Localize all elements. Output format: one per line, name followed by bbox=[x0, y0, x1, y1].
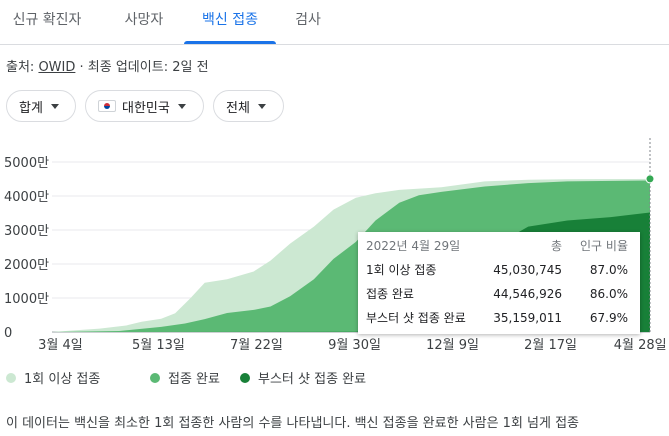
tooltip-col-total: 총 bbox=[550, 239, 562, 253]
legend-item[interactable]: 1회 이상 접종 bbox=[6, 368, 100, 387]
legend-dot-icon bbox=[150, 372, 160, 383]
tooltip-row-total: 45,030,745 bbox=[493, 263, 562, 277]
tab-tests[interactable]: 검사 bbox=[295, 12, 321, 28]
source-prefix: 출처: bbox=[6, 60, 35, 75]
tab-deaths[interactable]: 사망자 bbox=[124, 12, 164, 28]
aggregate-value: 합계 bbox=[19, 100, 43, 116]
legend-label: 1회 이상 접종 bbox=[24, 372, 101, 387]
caret-down-icon bbox=[50, 103, 59, 109]
tooltip-row-name: 부스터 샷 접종 완료 bbox=[366, 311, 466, 325]
country-value: 대한민국 bbox=[122, 100, 170, 116]
source-line: 출처: OWID · 최종 업데이트: 2일 전 bbox=[6, 56, 209, 75]
source-link[interactable]: OWID bbox=[38, 60, 76, 75]
tooltip-row-pct: 86.0% bbox=[589, 287, 628, 301]
y-tick-label: 2000만 bbox=[4, 258, 49, 273]
legend-dot-icon bbox=[6, 372, 16, 383]
y-tick-label: 1000만 bbox=[4, 292, 49, 307]
caret-down-icon bbox=[257, 103, 266, 109]
scope-dropdown[interactable]: 전체 bbox=[213, 90, 284, 122]
tooltip-row-name: 1회 이상 접종 bbox=[366, 263, 437, 277]
scope-value: 전체 bbox=[226, 100, 250, 116]
chart-description: 이 데이터는 백신을 최소한 1회 접종한 사람의 수를 나타냅니다. 백신 접… bbox=[6, 416, 580, 431]
active-tab-indicator bbox=[184, 41, 276, 44]
legend-label: 접종 완료 bbox=[168, 372, 220, 387]
x-tick-label: 12월 9일 bbox=[426, 338, 479, 353]
tooltip-row-total: 44,546,926 bbox=[493, 287, 562, 301]
chart-tooltip: 2022년 4월 29일 총 인구 비율 1회 이상 접종 45,030,745… bbox=[358, 232, 640, 334]
y-tick-label: 5000만 bbox=[4, 156, 49, 171]
country-dropdown[interactable]: 대한민국 bbox=[85, 90, 204, 122]
tooltip-date: 2022년 4월 29일 bbox=[366, 239, 461, 253]
y-tick-label: 0 bbox=[4, 326, 12, 341]
tab-bar: 신규 확진자 사망자 백신 접종 검사 bbox=[0, 0, 669, 45]
x-tick-label: 7월 22일 bbox=[230, 338, 283, 353]
aggregate-dropdown[interactable]: 합계 bbox=[6, 90, 76, 122]
hover-point[interactable] bbox=[645, 174, 655, 184]
tooltip-row-pct: 67.9% bbox=[589, 311, 628, 325]
caret-down-icon bbox=[177, 103, 186, 109]
tooltip-row-pct: 87.0% bbox=[589, 263, 628, 277]
tab-vaccination[interactable]: 백신 접종 bbox=[202, 12, 258, 28]
legend-item[interactable]: 접종 완료 bbox=[150, 368, 220, 387]
tooltip-row-total: 35,159,011 bbox=[493, 311, 562, 325]
legend-item[interactable]: 부스터 샷 접종 완료 bbox=[240, 368, 366, 387]
y-tick-label: 3000만 bbox=[4, 224, 49, 239]
x-tick-label: 3월 4일 bbox=[38, 338, 83, 353]
x-tick-label: 4월 28일 bbox=[614, 338, 667, 353]
korea-flag-icon bbox=[98, 100, 116, 112]
legend-label: 부스터 샷 접종 완료 bbox=[258, 372, 367, 387]
legend-dot-icon bbox=[240, 372, 250, 383]
last-updated: · 최종 업데이트: 2일 전 bbox=[79, 60, 209, 75]
tooltip-row-name: 접종 완료 bbox=[366, 287, 414, 301]
x-tick-label: 5월 13일 bbox=[132, 338, 185, 353]
x-tick-label: 9월 30일 bbox=[328, 338, 381, 353]
tab-new-cases[interactable]: 신규 확진자 bbox=[12, 12, 82, 28]
y-tick-label: 4000만 bbox=[4, 190, 49, 205]
x-tick-label: 2월 17일 bbox=[524, 338, 577, 353]
tooltip-col-pct: 인구 비율 bbox=[580, 239, 628, 253]
